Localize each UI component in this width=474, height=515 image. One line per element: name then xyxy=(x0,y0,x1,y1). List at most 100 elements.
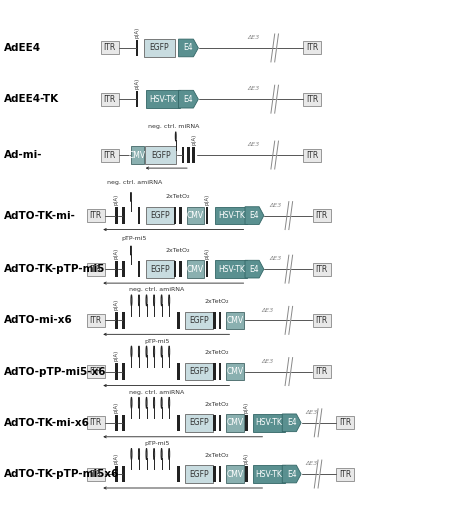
Text: AdTO-TK-mi-: AdTO-TK-mi- xyxy=(4,211,76,220)
FancyBboxPatch shape xyxy=(122,261,125,277)
FancyBboxPatch shape xyxy=(87,365,105,378)
Text: EGFP: EGFP xyxy=(149,43,169,53)
Text: ITR: ITR xyxy=(316,316,328,325)
FancyBboxPatch shape xyxy=(253,414,285,432)
FancyBboxPatch shape xyxy=(219,415,221,431)
Text: EGFP: EGFP xyxy=(150,265,170,273)
Text: p(A): p(A) xyxy=(114,350,119,362)
FancyBboxPatch shape xyxy=(185,414,213,432)
FancyBboxPatch shape xyxy=(177,466,180,482)
FancyBboxPatch shape xyxy=(146,90,180,108)
FancyBboxPatch shape xyxy=(337,416,355,430)
FancyBboxPatch shape xyxy=(138,261,140,277)
FancyBboxPatch shape xyxy=(122,312,125,329)
Polygon shape xyxy=(179,90,198,108)
Text: ITR: ITR xyxy=(104,150,116,160)
FancyBboxPatch shape xyxy=(187,147,190,163)
Text: ITR: ITR xyxy=(90,470,102,478)
Text: EGFP: EGFP xyxy=(190,470,209,478)
Text: 2xTetO₂: 2xTetO₂ xyxy=(205,299,229,304)
Text: ITR: ITR xyxy=(90,211,102,220)
FancyBboxPatch shape xyxy=(115,466,118,482)
Text: p(A): p(A) xyxy=(204,248,210,259)
Text: CMV: CMV xyxy=(187,265,204,273)
Text: pTP-mi5: pTP-mi5 xyxy=(122,236,147,241)
FancyBboxPatch shape xyxy=(115,208,118,224)
Text: p(A): p(A) xyxy=(204,194,210,205)
Text: ITR: ITR xyxy=(316,265,328,273)
FancyBboxPatch shape xyxy=(182,147,184,163)
Text: AdTO-mi-x6: AdTO-mi-x6 xyxy=(4,315,73,325)
FancyBboxPatch shape xyxy=(313,263,331,276)
Text: neg. ctrl. amiRNA: neg. ctrl. amiRNA xyxy=(129,390,184,395)
FancyBboxPatch shape xyxy=(313,209,331,222)
FancyBboxPatch shape xyxy=(245,466,248,482)
Text: ΔE3: ΔE3 xyxy=(305,410,318,415)
FancyBboxPatch shape xyxy=(226,414,244,432)
Text: p(A): p(A) xyxy=(114,194,119,205)
FancyBboxPatch shape xyxy=(87,416,105,430)
FancyBboxPatch shape xyxy=(213,466,216,482)
Text: p(A): p(A) xyxy=(114,401,119,413)
FancyBboxPatch shape xyxy=(173,261,176,277)
Polygon shape xyxy=(245,260,264,278)
FancyBboxPatch shape xyxy=(215,260,247,278)
FancyBboxPatch shape xyxy=(87,468,105,480)
FancyBboxPatch shape xyxy=(177,312,180,329)
FancyBboxPatch shape xyxy=(146,260,174,278)
FancyBboxPatch shape xyxy=(122,364,125,380)
Text: CMV: CMV xyxy=(227,316,244,325)
FancyBboxPatch shape xyxy=(87,314,105,327)
FancyBboxPatch shape xyxy=(313,365,331,378)
Text: p(A): p(A) xyxy=(191,133,196,145)
FancyBboxPatch shape xyxy=(122,415,125,431)
Text: E4: E4 xyxy=(183,43,193,53)
Text: ITR: ITR xyxy=(306,95,319,104)
FancyBboxPatch shape xyxy=(226,363,244,381)
Text: E4: E4 xyxy=(287,470,296,478)
FancyBboxPatch shape xyxy=(213,415,216,431)
FancyBboxPatch shape xyxy=(101,93,118,106)
FancyBboxPatch shape xyxy=(187,260,204,278)
FancyBboxPatch shape xyxy=(253,465,285,483)
Text: EGFP: EGFP xyxy=(190,367,209,376)
Text: HSV-TK: HSV-TK xyxy=(255,470,283,478)
Text: ΔE3: ΔE3 xyxy=(247,142,260,147)
Text: HSV-TK: HSV-TK xyxy=(149,95,176,104)
FancyBboxPatch shape xyxy=(173,208,176,224)
Text: ITR: ITR xyxy=(316,367,328,376)
Text: neg. ctrl. miRNA: neg. ctrl. miRNA xyxy=(148,125,199,129)
FancyBboxPatch shape xyxy=(136,40,138,56)
Text: ITR: ITR xyxy=(339,470,352,478)
FancyBboxPatch shape xyxy=(192,147,195,163)
Text: CMV: CMV xyxy=(128,150,146,160)
Text: CMV: CMV xyxy=(227,470,244,478)
Text: 2xTetO₂: 2xTetO₂ xyxy=(165,194,190,199)
Text: p(A): p(A) xyxy=(135,78,140,89)
FancyBboxPatch shape xyxy=(146,207,174,225)
Text: ITR: ITR xyxy=(90,418,102,427)
Text: ITR: ITR xyxy=(339,418,352,427)
FancyBboxPatch shape xyxy=(115,312,118,329)
Text: E4: E4 xyxy=(287,418,296,427)
Text: p(A): p(A) xyxy=(244,453,249,464)
FancyBboxPatch shape xyxy=(122,466,125,482)
FancyBboxPatch shape xyxy=(138,208,140,224)
Text: AdTO-TK-mi-x6: AdTO-TK-mi-x6 xyxy=(4,418,90,428)
Text: EGFP: EGFP xyxy=(151,150,171,160)
Text: pTP-mi5: pTP-mi5 xyxy=(144,441,170,446)
FancyBboxPatch shape xyxy=(337,468,355,480)
Text: ΔE3: ΔE3 xyxy=(262,307,274,313)
Text: AdEE4: AdEE4 xyxy=(4,43,41,53)
FancyBboxPatch shape xyxy=(303,41,321,55)
Text: ITR: ITR xyxy=(306,43,319,53)
FancyBboxPatch shape xyxy=(130,146,144,164)
Text: p(A): p(A) xyxy=(114,248,119,259)
Text: EGFP: EGFP xyxy=(190,418,209,427)
Text: E4: E4 xyxy=(250,265,259,273)
Text: ITR: ITR xyxy=(90,316,102,325)
Text: ITR: ITR xyxy=(104,95,116,104)
Text: p(A): p(A) xyxy=(135,26,140,38)
Polygon shape xyxy=(282,465,301,483)
Text: EGFP: EGFP xyxy=(150,211,170,220)
